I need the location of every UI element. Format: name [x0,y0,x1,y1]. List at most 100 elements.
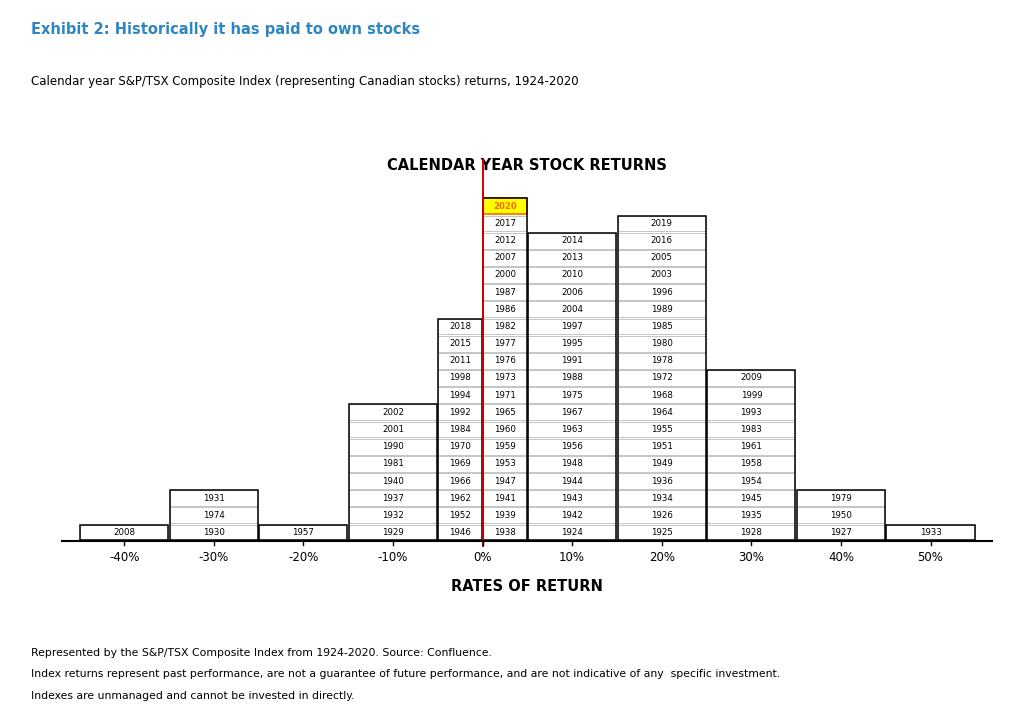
Bar [797,490,885,541]
Bar [349,508,437,523]
Text: 1978: 1978 [651,356,673,365]
Bar [617,370,706,386]
Text: 1953: 1953 [494,459,516,468]
Text: 1957: 1957 [293,528,314,537]
Text: 1964: 1964 [651,408,673,417]
Text: 2012: 2012 [494,236,516,245]
Bar [483,215,526,231]
Bar [528,302,616,318]
Bar [483,250,526,266]
Text: 2005: 2005 [651,253,673,262]
Bar [438,336,482,351]
Bar [708,370,796,386]
Bar [349,405,437,541]
Bar [483,422,526,438]
Text: 2010: 2010 [561,271,583,279]
Text: -20%: -20% [288,552,318,564]
Text: 1982: 1982 [494,322,516,331]
Text: 2014: 2014 [561,236,583,245]
Bar [528,233,616,248]
Bar [438,318,482,541]
Bar [797,508,885,523]
Bar [259,525,347,541]
Text: 0%: 0% [473,552,492,564]
Text: 1992: 1992 [450,408,471,417]
Bar [483,233,526,248]
Text: 1926: 1926 [651,511,673,520]
Bar [528,490,616,506]
Text: 40%: 40% [828,552,854,564]
Text: 1981: 1981 [382,459,403,468]
Text: 1975: 1975 [561,391,583,400]
Bar [797,525,885,541]
Text: 1956: 1956 [561,442,583,451]
Bar [528,405,616,420]
Bar [708,387,796,403]
Text: 1983: 1983 [740,425,762,434]
Text: 2001: 2001 [382,425,403,434]
Bar [617,215,706,231]
Bar [708,405,796,420]
Text: 1985: 1985 [651,322,673,331]
Text: 2017: 2017 [494,219,516,228]
Bar [170,508,258,523]
Text: 2016: 2016 [651,236,673,245]
Bar [438,405,482,420]
Bar [438,353,482,369]
Text: 1997: 1997 [561,322,583,331]
Bar [617,302,706,318]
Bar [80,525,168,541]
Text: 2006: 2006 [561,288,583,297]
Text: 1984: 1984 [450,425,471,434]
Text: 2013: 2013 [561,253,583,262]
Bar [438,490,482,506]
Text: 1977: 1977 [494,339,516,348]
Text: 1940: 1940 [382,477,403,485]
Bar [438,370,482,386]
Text: 1944: 1944 [561,477,583,485]
Bar [528,473,616,489]
Text: 1942: 1942 [561,511,583,520]
Bar [617,336,706,351]
Bar [528,370,616,386]
Bar [528,438,616,454]
Bar [483,302,526,318]
Text: 30%: 30% [738,552,764,564]
Text: 1935: 1935 [740,511,762,520]
Text: 1972: 1972 [651,374,673,382]
Bar [528,456,616,472]
Text: 1925: 1925 [651,528,673,537]
Text: 1959: 1959 [495,442,516,451]
Bar [438,318,482,334]
Text: -10%: -10% [378,552,409,564]
Text: 20%: 20% [649,552,675,564]
Text: 10%: 10% [559,552,585,564]
Text: 1995: 1995 [561,339,583,348]
Bar [708,456,796,472]
Bar [617,387,706,403]
Bar [349,405,437,420]
Text: 2008: 2008 [114,528,135,537]
Text: 2003: 2003 [651,271,673,279]
Text: 2009: 2009 [740,374,762,382]
Text: 1973: 1973 [494,374,516,382]
Bar [483,490,526,506]
Bar [483,336,526,351]
Text: 1930: 1930 [203,528,224,537]
Text: 1989: 1989 [651,305,673,314]
Bar [528,267,616,283]
Bar [438,387,482,403]
Text: 1994: 1994 [450,391,471,400]
Bar [483,370,526,386]
Bar [708,525,796,541]
Text: 1929: 1929 [382,528,403,537]
Text: 2018: 2018 [450,322,471,331]
Text: 2020: 2020 [494,202,517,211]
Text: 2007: 2007 [494,253,516,262]
Text: 1934: 1934 [651,494,673,503]
Text: 1933: 1933 [920,528,941,537]
Bar [708,490,796,506]
Text: 2015: 2015 [450,339,471,348]
Bar [617,525,706,541]
Bar [259,525,347,541]
